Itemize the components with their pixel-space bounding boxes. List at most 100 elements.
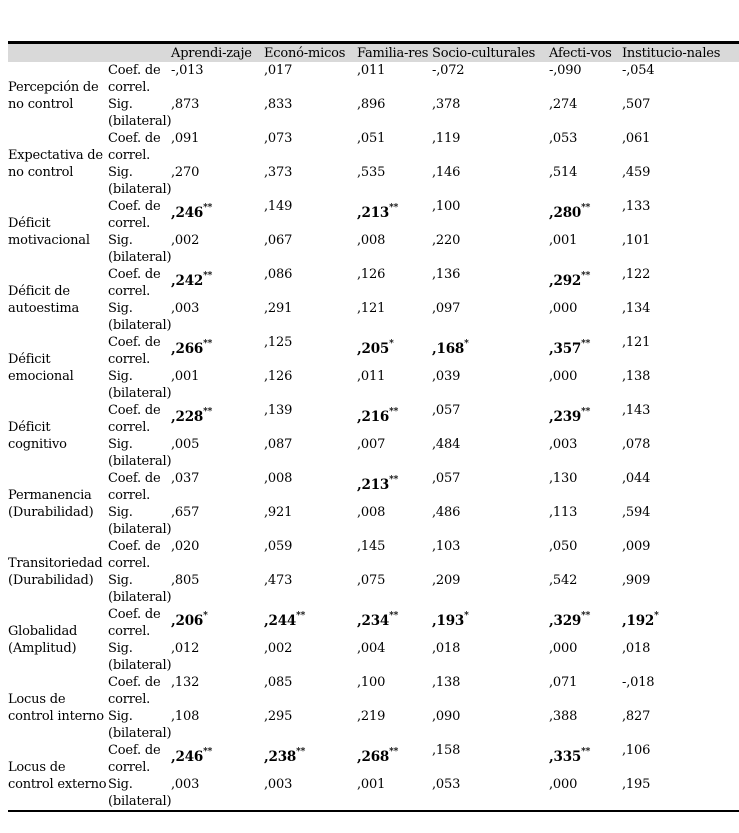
- sig-value: ,007: [357, 437, 386, 452]
- sig-cell: ,514: [549, 164, 622, 198]
- coef-cell: ,125: [264, 334, 357, 368]
- sig-cell: ,067: [264, 232, 357, 266]
- coef-value: ,228: [171, 409, 204, 425]
- coef-cell: ,057: [432, 402, 549, 436]
- coef-cell: ,168*: [432, 334, 549, 368]
- sig-cell: ,486: [432, 504, 549, 538]
- table-row-sig: Sig. (bilateral) ,873 ,833 ,896 ,378 ,274 ,507: [8, 96, 739, 130]
- sig-cell: ,101: [622, 232, 739, 266]
- measure-label-coef: Coef. de correl.: [108, 471, 161, 503]
- coef-value: ,061: [622, 131, 651, 146]
- value-wrap: ,086: [264, 266, 292, 283]
- significance-stars: **: [581, 338, 591, 349]
- sig-value: ,909: [622, 573, 651, 588]
- coef-value: ,266: [171, 341, 204, 357]
- coef-cell: ,268**: [357, 742, 432, 776]
- row-label: Déficit cognitivo: [8, 420, 67, 452]
- value-wrap: ,008: [264, 470, 292, 487]
- sig-cell: ,090: [432, 708, 549, 742]
- sig-cell: ,075: [357, 572, 432, 606]
- measure-label-coef: Coef. de correl.: [108, 539, 161, 571]
- sig-cell: ,008: [357, 504, 432, 538]
- sig-cell: ,594: [622, 504, 739, 538]
- sig-value: ,087: [264, 437, 293, 452]
- coef-value: ,192: [622, 613, 655, 629]
- sig-cell: ,138: [622, 368, 739, 402]
- value-wrap: ,126: [357, 266, 385, 283]
- sig-cell: ,373: [264, 164, 357, 198]
- sig-value: ,075: [357, 573, 386, 588]
- sig-cell: ,121: [357, 300, 432, 334]
- sig-value: ,000: [549, 777, 578, 792]
- coef-value: ,216: [357, 409, 390, 425]
- measure-label-sig: Sig. (bilateral): [108, 369, 172, 401]
- coef-value: ,057: [432, 403, 461, 418]
- sig-value: ,012: [171, 641, 200, 656]
- coef-value: ,158: [432, 743, 461, 758]
- sig-value: ,000: [549, 369, 578, 384]
- sig-value: ,827: [622, 709, 651, 724]
- column-header: Socio-culturales: [432, 45, 536, 61]
- value-wrap: ,051: [357, 130, 385, 147]
- row-label: Locus de control externo: [8, 760, 107, 792]
- coef-value: ,268: [357, 749, 390, 765]
- correlation-table: Aprendi-zaje Econó-micos Familia-res Socio-…: [8, 41, 739, 812]
- value-wrap: ,059: [264, 538, 292, 555]
- coef-value: ,130: [549, 471, 578, 486]
- sig-cell: ,195: [622, 776, 739, 811]
- table-row-coef: Déficit de autoestima Coef. de correl. ,24…: [8, 266, 739, 316]
- measure-label-sig: Sig. (bilateral): [108, 437, 172, 469]
- coef-cell: ,138: [432, 674, 549, 708]
- coef-cell: ,071: [549, 674, 622, 708]
- coef-value: ,017: [264, 63, 293, 78]
- table-body: Percepción de no control Coef. de correl.…: [8, 62, 739, 811]
- coef-cell: ,057: [432, 470, 549, 504]
- value-wrap: ,246**: [171, 747, 212, 766]
- value-wrap: ,158: [432, 742, 460, 759]
- sig-value: ,220: [432, 233, 461, 248]
- sig-cell: ,001: [549, 232, 622, 266]
- row-label: Déficit motivacional: [8, 216, 90, 248]
- row-label: Expectativa de no control: [8, 148, 103, 180]
- coef-cell: ,100: [432, 198, 549, 232]
- sig-value: ,090: [432, 709, 461, 724]
- table-row-coef: Permanencia (Durabilidad) Coef. de correl…: [8, 470, 739, 520]
- coef-value: ,244: [264, 613, 297, 629]
- table-row-sig: Sig. (bilateral) ,657 ,921 ,008 ,486 ,113 ,594: [8, 504, 739, 538]
- coef-cell: -,018: [622, 674, 739, 708]
- coef-value: ,246: [171, 749, 204, 765]
- sig-cell: ,896: [357, 96, 432, 130]
- coef-cell: ,008: [264, 470, 357, 504]
- table-row-coef: Expectativa de no control Coef. de correl…: [8, 130, 739, 180]
- significance-stars: **: [581, 610, 591, 621]
- value-wrap: ,122: [622, 266, 650, 283]
- column-header: Afecti-vos: [549, 45, 612, 61]
- value-wrap: ,020: [171, 538, 199, 555]
- sig-value: ,921: [264, 505, 293, 520]
- coef-value: ,020: [171, 539, 200, 554]
- coef-cell: ,213**: [357, 470, 432, 504]
- sig-value: ,000: [549, 641, 578, 656]
- value-wrap: ,053: [549, 130, 577, 147]
- coef-value: ,329: [549, 613, 582, 629]
- value-wrap: ,057: [432, 470, 460, 487]
- sig-cell: ,657: [171, 504, 264, 538]
- coef-cell: -,013: [171, 62, 264, 96]
- coef-value: ,057: [432, 471, 461, 486]
- significance-stars: **: [581, 406, 591, 417]
- significance-stars: *: [464, 610, 469, 621]
- measure-label-sig: Sig. (bilateral): [108, 641, 172, 673]
- significance-stars: **: [389, 474, 399, 485]
- sig-cell: ,078: [622, 436, 739, 470]
- sig-value: ,003: [171, 301, 200, 316]
- value-wrap: ,057: [432, 402, 460, 419]
- sig-value: ,002: [171, 233, 200, 248]
- coef-cell: ,239**: [549, 402, 622, 436]
- value-wrap: ,138: [432, 674, 460, 691]
- sig-cell: ,007: [357, 436, 432, 470]
- value-wrap: -,072: [432, 62, 465, 79]
- sig-cell: ,220: [432, 232, 549, 266]
- coef-value: ,149: [264, 199, 293, 214]
- value-wrap: ,085: [264, 674, 292, 691]
- significance-stars: *: [654, 610, 659, 621]
